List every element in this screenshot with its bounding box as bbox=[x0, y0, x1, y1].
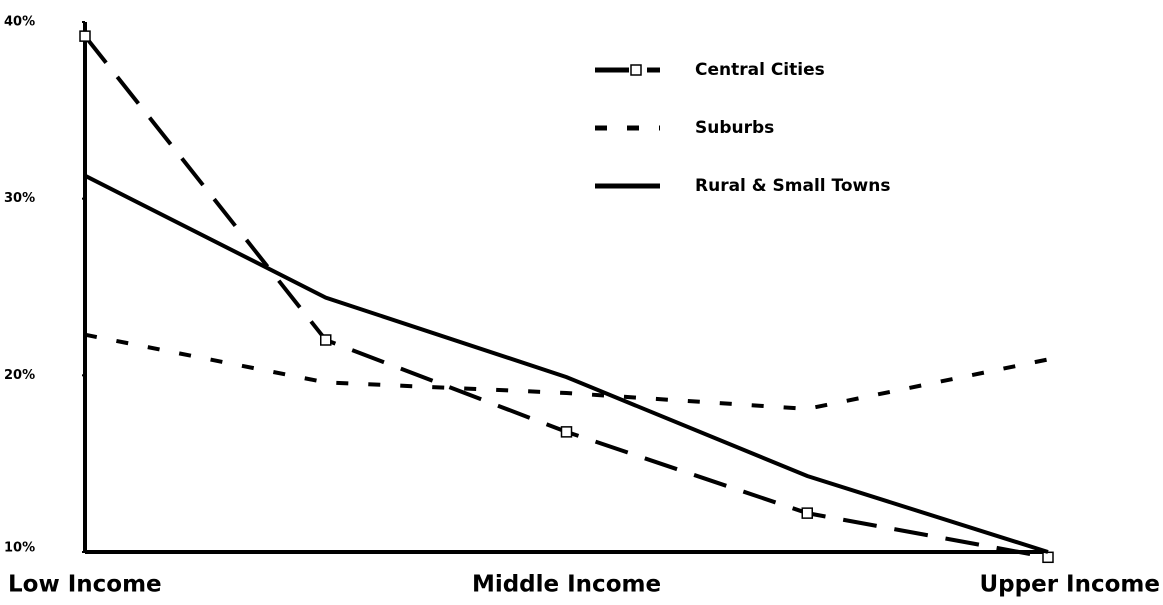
legend-label: Suburbs bbox=[695, 118, 774, 138]
point-marker bbox=[79, 30, 91, 42]
y-tick-label: 10% bbox=[4, 541, 35, 556]
point-marker bbox=[320, 334, 332, 346]
y-tick-label: 40% bbox=[4, 15, 35, 30]
series-line bbox=[83, 34, 1049, 560]
x-tick-label: Middle Income bbox=[472, 572, 661, 598]
x-tick-label: Upper Income bbox=[980, 572, 1161, 598]
legend-label: Rural & Small Towns bbox=[695, 176, 890, 196]
series-line bbox=[84, 332, 1049, 411]
point-marker bbox=[1042, 551, 1054, 564]
x-tick-label: Low Income bbox=[8, 572, 162, 598]
y-tick-label: 20% bbox=[4, 368, 35, 383]
y-tick-label: 30% bbox=[4, 191, 35, 206]
series-line bbox=[84, 173, 1049, 554]
point-marker bbox=[801, 507, 813, 519]
legend-label: Central Cities bbox=[695, 60, 825, 80]
point-marker bbox=[560, 426, 573, 438]
legend-marker bbox=[630, 64, 642, 76]
